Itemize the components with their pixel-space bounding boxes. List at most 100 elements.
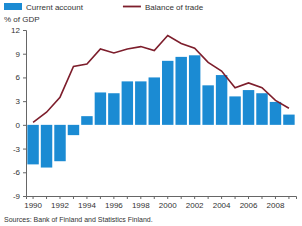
bar (122, 81, 133, 124)
y-tick: 6 (16, 73, 26, 82)
bar (256, 93, 267, 125)
x-tick-label: 2006 (240, 201, 258, 210)
x-tick: 1994 (78, 196, 96, 210)
x-tick: 1990 (24, 196, 42, 210)
x-tick-mark (167, 196, 168, 199)
bar (243, 90, 254, 125)
x-tick-label: 1992 (51, 201, 69, 210)
x-tick-mark (275, 196, 276, 199)
y-tick-mark (23, 77, 26, 78)
bar (229, 96, 240, 124)
x-axis-line (27, 197, 297, 200)
y-tick-mark (23, 196, 26, 197)
y-tick-label: 9 (16, 50, 21, 59)
x-tick-mark (248, 196, 249, 199)
x-tick-label: 2008 (267, 201, 285, 210)
y-tick-mark (23, 125, 26, 126)
y-axis-line (23, 31, 27, 197)
legend: Current account Balance of trade (4, 3, 204, 12)
y-axis: -9 -6 -3 0 3 6 9 12 (11, 26, 26, 201)
x-axis: 1990 1992 1994 1996 1998 2000 2002 2004 2006 2008 (24, 196, 296, 210)
y-tick-label: 6 (16, 73, 21, 82)
x-tick: 2008 (267, 196, 285, 210)
legend-swatch (123, 6, 141, 8)
bar (27, 125, 38, 165)
y-tick-label: 0 (16, 121, 21, 130)
x-tick: 2000 (159, 196, 177, 210)
y-tick: -3 (13, 145, 26, 154)
x-tick-mark (46, 196, 47, 199)
x-tick: 1998 (132, 196, 150, 210)
line (33, 36, 289, 123)
x-tick-mark (86, 196, 87, 199)
x-tick-mark (60, 196, 61, 199)
x-tick (235, 196, 236, 199)
x-tick-mark (154, 196, 155, 199)
x-tick-mark (140, 196, 141, 199)
bar (202, 85, 213, 125)
x-tick-mark (127, 196, 128, 199)
x-tick: 2002 (186, 196, 204, 210)
y-tick: 3 (16, 97, 26, 106)
y-tick: 12 (11, 26, 26, 35)
x-tick: 1996 (105, 196, 123, 210)
plot-area (27, 36, 294, 168)
x-tick (100, 196, 101, 199)
x-tick-mark (73, 196, 74, 199)
source-note: Sources: Bank of Finland and Statistics … (4, 216, 153, 223)
bar (54, 125, 65, 161)
x-tick-mark (100, 196, 101, 199)
x-tick-mark (194, 196, 195, 199)
y-tick-label: -9 (13, 192, 21, 201)
x-tick (181, 196, 182, 199)
bar (95, 92, 106, 124)
x-tick: 1992 (51, 196, 69, 210)
bar (283, 115, 294, 125)
x-tick-mark (208, 196, 209, 199)
x-tick-label: 2002 (186, 201, 204, 210)
y-tick-mark (23, 30, 26, 31)
bar (68, 125, 79, 135)
y-tick-mark (23, 54, 26, 55)
y-tick-label: -3 (13, 145, 21, 154)
x-tick (288, 196, 289, 199)
x-tick-label: 1996 (105, 201, 123, 210)
x-tick (127, 196, 128, 199)
bar-series (27, 55, 294, 167)
x-tick-mark (181, 196, 182, 199)
y-tick: -6 (13, 168, 26, 177)
y-tick: 9 (16, 50, 26, 59)
x-tick-label: 1998 (132, 201, 150, 210)
y-tick-label: 3 (16, 97, 21, 106)
x-tick: 2004 (213, 196, 231, 210)
x-tick-label: 1994 (78, 201, 96, 210)
bar (81, 116, 92, 125)
x-tick-label: 2004 (213, 201, 231, 210)
legend-label: Balance of trade (145, 3, 204, 12)
x-tick: 2006 (240, 196, 258, 210)
bar (175, 57, 186, 125)
x-tick-mark (113, 196, 114, 199)
x-tick (261, 196, 262, 199)
bar (216, 75, 227, 125)
x-tick-mark (288, 196, 289, 199)
y-tick: 0 (16, 121, 26, 130)
legend-label: Current account (26, 3, 84, 12)
y-tick-mark (23, 101, 26, 102)
x-tick-mark (33, 196, 34, 199)
bar (270, 102, 281, 125)
y-tick-label: 12 (11, 26, 20, 35)
bar (189, 55, 200, 125)
x-tick-mark (235, 196, 236, 199)
x-tick (73, 196, 74, 199)
x-tick (46, 196, 47, 199)
x-tick-label: 2000 (159, 201, 177, 210)
x-tick-mark (221, 196, 222, 199)
x-tick (208, 196, 209, 199)
y-tick-label: -6 (13, 168, 21, 177)
y-axis-title: % of GDP (4, 15, 40, 24)
legend-swatch (4, 3, 22, 10)
y-tick-mark (23, 172, 26, 173)
bar (135, 81, 146, 124)
x-tick-label: 1990 (24, 201, 42, 210)
